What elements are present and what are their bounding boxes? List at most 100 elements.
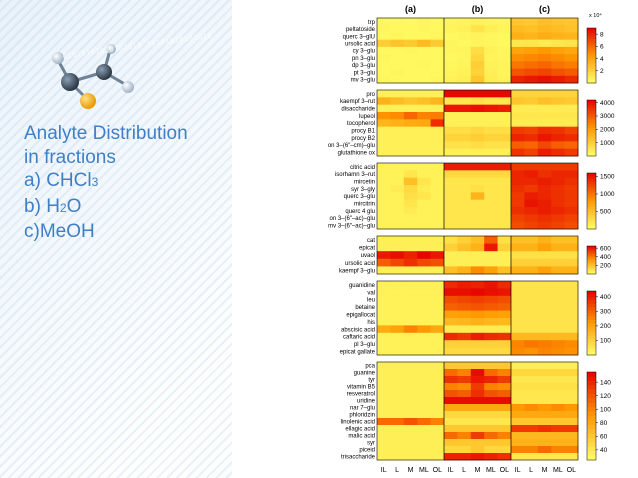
heatmap-cell xyxy=(497,303,512,311)
heatmap-cell xyxy=(377,369,391,377)
heatmap-cell xyxy=(457,134,472,142)
colorbar-segment xyxy=(587,267,596,269)
heatmap-cell xyxy=(403,177,418,186)
colorbar-tick-label: 1500 xyxy=(600,174,615,181)
orange-atom xyxy=(80,93,96,109)
heatmap-cell xyxy=(551,369,565,377)
heatmap-cell xyxy=(524,207,539,215)
heatmap-cell xyxy=(457,432,472,440)
heatmap-cell xyxy=(444,325,458,334)
heatmap-cell xyxy=(403,207,418,215)
row-label: malic acid xyxy=(348,434,375,440)
colorbar-segment xyxy=(587,192,596,196)
heatmap-cell xyxy=(417,90,431,98)
heatmap-cell xyxy=(484,332,498,341)
heatmap-cell xyxy=(564,425,579,433)
row-label: tocopherol xyxy=(347,121,375,127)
heatmap-cell xyxy=(444,141,458,150)
heatmap-cell xyxy=(417,432,431,440)
heatmap-cell xyxy=(457,126,472,135)
x-tick-label: ML xyxy=(553,467,563,474)
colorbar-segment xyxy=(587,108,596,112)
heatmap-cell xyxy=(497,112,512,120)
colorbar-segment xyxy=(587,268,596,271)
heatmap-cell xyxy=(524,112,539,120)
heatmap-cell xyxy=(511,163,525,171)
heatmap-cell xyxy=(430,104,445,113)
heatmap-cell xyxy=(444,207,458,215)
heatmap-cell xyxy=(537,251,552,260)
heatmap-cell xyxy=(403,362,418,370)
colorbar-tick-label: 120 xyxy=(600,393,611,400)
heatmap-cell xyxy=(377,325,391,334)
heatmap-cell xyxy=(551,439,565,447)
heatmap-cell xyxy=(564,376,579,384)
heatmap-cell xyxy=(403,303,418,311)
heatmap-cell xyxy=(497,295,512,304)
heatmap-cell xyxy=(564,75,579,84)
heatmap-cell xyxy=(444,266,458,275)
heatmap-cell xyxy=(430,18,445,26)
row-label: pn 3–glu xyxy=(352,56,375,62)
colorbar-segment xyxy=(587,33,596,37)
heatmap-cell xyxy=(457,61,472,69)
heatmap-cell xyxy=(511,397,525,405)
heatmap-cell xyxy=(457,46,472,55)
colorbar-tick-label: 8 xyxy=(600,31,604,38)
heatmap-cell xyxy=(430,141,445,150)
colorbar-segment xyxy=(587,36,596,40)
heatmap-cell xyxy=(524,251,539,260)
heatmap-cell xyxy=(417,439,431,447)
heatmap-cell xyxy=(417,397,431,405)
heatmap-cell xyxy=(417,148,431,157)
colorbar-segment xyxy=(587,50,596,54)
heatmap-cell xyxy=(417,243,431,252)
heatmap-cell xyxy=(537,432,552,440)
heatmap-cell xyxy=(390,112,405,120)
heatmap-cell xyxy=(497,177,512,186)
heatmap-cell xyxy=(484,207,498,215)
heatmap-cell xyxy=(417,214,431,223)
heatmap-cell xyxy=(444,192,458,201)
row-label: mv 3–glu xyxy=(351,78,375,84)
colorbar-segment xyxy=(587,257,596,259)
heatmap-cell xyxy=(470,281,485,289)
heatmap-cell xyxy=(484,148,498,157)
heatmap-cell xyxy=(390,411,405,419)
colorbar-segment xyxy=(587,254,596,257)
heatmap-cell xyxy=(497,281,512,289)
heatmap-cell xyxy=(377,390,391,398)
heatmap-cell xyxy=(430,325,445,334)
heatmap-cell xyxy=(377,32,391,41)
heatmap-cell xyxy=(484,325,498,334)
heatmap-cell xyxy=(511,251,525,260)
heatmap-cell xyxy=(457,369,472,377)
colorbar-segment xyxy=(587,102,596,106)
heatmap-cell xyxy=(551,148,565,157)
heatmap-cell xyxy=(417,199,431,208)
heatmap-cell xyxy=(377,425,391,433)
heatmap-cell xyxy=(564,439,579,447)
heatmap-cell xyxy=(470,347,485,356)
heatmap-cell xyxy=(470,325,485,334)
heatmap-cell xyxy=(417,390,431,398)
heatmap-cell xyxy=(390,446,405,454)
colorbar-tick-label: 4 xyxy=(600,56,604,63)
heatmap-cell xyxy=(444,432,458,440)
heatmap-cell xyxy=(497,148,512,157)
heatmap-cell xyxy=(537,177,552,186)
heatmap-cell xyxy=(484,39,498,48)
colorbar-segment xyxy=(587,262,596,265)
heatmap-cell xyxy=(403,251,418,260)
heatmap-cell xyxy=(470,192,485,201)
fraction-item-a: a) CHCl3 xyxy=(24,170,99,191)
heatmap-cell xyxy=(537,390,552,398)
heatmap-cell xyxy=(511,288,525,297)
heatmap-cell xyxy=(470,383,485,391)
heatmap-cell xyxy=(444,332,458,341)
heatmap-cell xyxy=(497,214,512,223)
heatmap-cell xyxy=(377,303,391,311)
colorbar-segment xyxy=(587,212,596,216)
heatmap-cell xyxy=(537,163,552,171)
heatmap-cell xyxy=(417,418,431,426)
